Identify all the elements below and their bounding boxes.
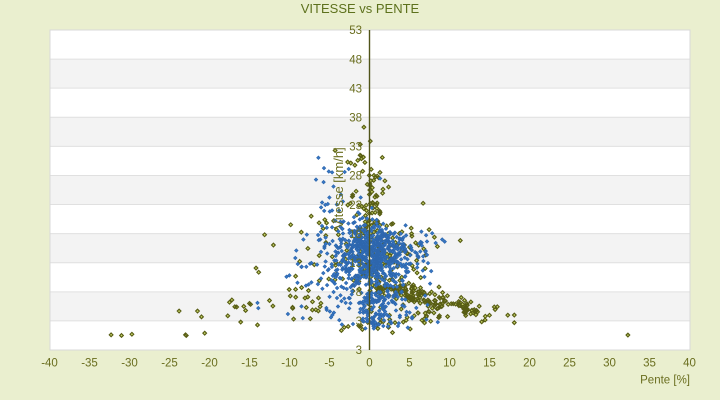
svg-text:-35: -35 bbox=[81, 358, 98, 370]
svg-text:8: 8 bbox=[356, 287, 362, 299]
svg-text:-30: -30 bbox=[121, 358, 138, 370]
svg-text:5: 5 bbox=[406, 358, 412, 370]
svg-text:VITESSE vs PENTE: VITESSE vs PENTE bbox=[301, 1, 420, 16]
svg-text:15: 15 bbox=[483, 358, 496, 370]
svg-text:25: 25 bbox=[563, 358, 576, 370]
svg-text:3: 3 bbox=[356, 316, 362, 328]
svg-text:Vitesse [km/h]: Vitesse [km/h] bbox=[331, 147, 346, 228]
svg-text:53: 53 bbox=[349, 25, 362, 37]
svg-text:-40: -40 bbox=[41, 358, 58, 370]
svg-text:-20: -20 bbox=[201, 358, 218, 370]
svg-text:-5: -5 bbox=[324, 358, 334, 370]
svg-text:13: 13 bbox=[349, 258, 362, 270]
svg-text:Pente [%]: Pente [%] bbox=[640, 375, 690, 387]
svg-text:23: 23 bbox=[349, 200, 362, 212]
svg-text:40: 40 bbox=[683, 358, 696, 370]
svg-text:18: 18 bbox=[349, 229, 362, 241]
svg-text:0: 0 bbox=[366, 358, 372, 370]
svg-text:-10: -10 bbox=[281, 358, 298, 370]
svg-text:48: 48 bbox=[349, 54, 362, 66]
svg-text:20: 20 bbox=[523, 358, 536, 370]
svg-text:38: 38 bbox=[349, 112, 362, 124]
svg-text:3: 3 bbox=[356, 345, 362, 357]
svg-text:-15: -15 bbox=[241, 358, 258, 370]
svg-text:-25: -25 bbox=[161, 358, 178, 370]
svg-text:33: 33 bbox=[349, 142, 362, 154]
svg-text:30: 30 bbox=[603, 358, 616, 370]
svg-text:35: 35 bbox=[643, 358, 656, 370]
svg-text:43: 43 bbox=[349, 83, 362, 95]
svg-text:10: 10 bbox=[443, 358, 456, 370]
svg-text:28: 28 bbox=[349, 171, 362, 183]
